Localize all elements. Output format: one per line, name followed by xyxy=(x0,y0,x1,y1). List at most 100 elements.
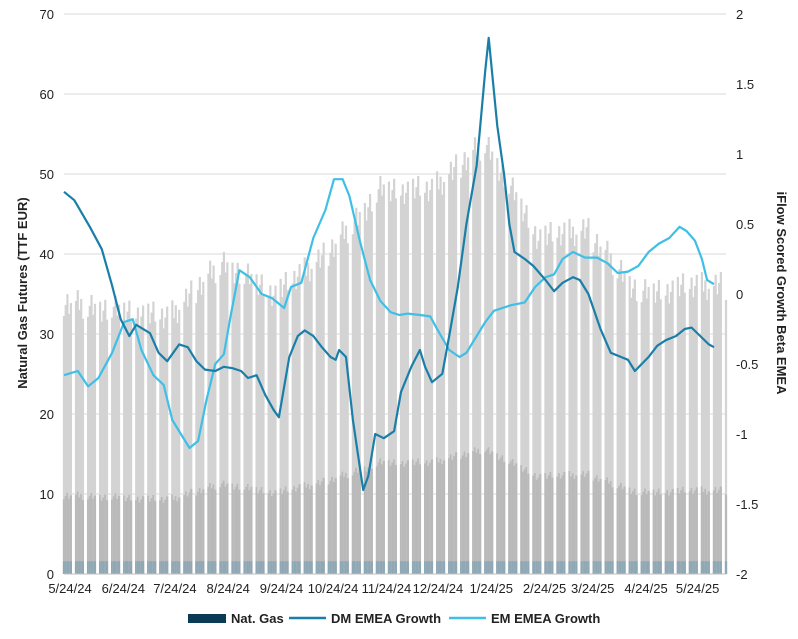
y-left-tick-label: 60 xyxy=(40,87,54,102)
dm-emea-growth-line xyxy=(63,36,715,492)
nat-gas-bar-base xyxy=(411,561,415,574)
nat-gas-bar-inner xyxy=(645,494,649,574)
nat-gas-bar-inner xyxy=(573,478,576,574)
nat-gas-bar-base xyxy=(148,561,152,574)
nat-gas-bar xyxy=(346,243,349,574)
nat-gas-bar-base xyxy=(356,561,360,574)
nat-gas-bar-inner xyxy=(668,495,671,574)
nat-gas-bar-inner xyxy=(284,486,287,574)
nat-gas-bar xyxy=(148,323,152,574)
nat-gas-bar-inner xyxy=(427,465,430,574)
nat-gas-bar-base xyxy=(322,561,325,574)
nat-gas-bar xyxy=(186,306,189,574)
nat-gas-bar-base xyxy=(652,561,655,574)
nat-gas-bar-inner xyxy=(368,463,372,574)
nat-gas-bar xyxy=(515,192,518,574)
nat-gas-bar xyxy=(90,294,93,574)
nat-gas-bar xyxy=(319,267,322,574)
nat-gas-bar xyxy=(618,269,621,574)
nat-gas-bar xyxy=(295,289,298,574)
nat-gas-bar xyxy=(382,184,385,574)
nat-gas-bar-base xyxy=(92,561,95,574)
nat-gas-bar xyxy=(532,234,535,574)
nat-gas-bar-base xyxy=(370,561,373,574)
nat-gas-bar-base xyxy=(246,561,250,574)
nat-gas-bar-inner xyxy=(702,492,705,574)
nat-gas-bar xyxy=(188,293,191,574)
nat-gas-bar-base xyxy=(423,561,427,574)
nat-gas-bar-base xyxy=(274,561,277,574)
nat-gas-bar-inner xyxy=(611,487,614,574)
nat-gas-bar xyxy=(573,246,576,574)
nat-gas-bar-base xyxy=(236,561,239,574)
nat-gas-bar xyxy=(690,277,693,574)
nat-gas-bar-base xyxy=(632,561,635,574)
nat-gas-bar-inner xyxy=(377,462,380,574)
nat-gas-bar-inner xyxy=(128,494,131,574)
nat-gas-bar xyxy=(418,195,422,574)
nat-gas-bar-inner xyxy=(451,459,454,574)
nat-gas-bar xyxy=(681,273,685,574)
nat-gas-bar-base xyxy=(515,561,518,574)
nat-gas-bar xyxy=(178,309,181,574)
nat-gas-bar xyxy=(243,283,246,574)
nat-gas-bar-base xyxy=(525,561,528,574)
nat-gas-bar xyxy=(104,299,107,574)
nat-gas-bar-base xyxy=(403,561,406,574)
nat-gas-bar xyxy=(332,256,336,574)
nat-gas-bar-inner xyxy=(317,479,320,574)
nat-gas-bar-base xyxy=(344,561,348,574)
nat-gas-bar-inner xyxy=(583,476,587,574)
nat-gas-bar-inner xyxy=(712,490,716,574)
nat-gas-bar-inner xyxy=(282,490,286,574)
nat-gas-bar xyxy=(197,290,200,574)
nat-gas-bar xyxy=(621,281,624,574)
nat-gas-bar-inner xyxy=(487,447,490,574)
nat-gas-bar xyxy=(172,318,176,574)
nat-gas-bar-base xyxy=(604,561,607,574)
nat-gas-bar xyxy=(138,327,141,574)
nat-gas-bar-inner xyxy=(332,482,336,574)
y-left-tick-label: 20 xyxy=(40,407,54,422)
nat-gas-bar-base xyxy=(382,561,385,574)
legend-label-nat-gas: Nat. Gas xyxy=(231,611,284,626)
nat-gas-bar xyxy=(298,264,301,574)
nat-gas-bar-inner xyxy=(463,451,466,574)
nat-gas-bar xyxy=(331,239,334,575)
nat-gas-bar-base xyxy=(332,561,336,574)
nat-gas-bar-base xyxy=(439,561,442,574)
nat-gas-bar xyxy=(262,295,265,574)
nat-gas-bar-inner xyxy=(207,486,210,574)
nat-gas-bar xyxy=(496,158,499,574)
nat-gas-bar-inner xyxy=(234,486,238,574)
nat-gas-bar-inner xyxy=(296,487,299,574)
legend: Nat. Gas DM EMEA Growth EM EMEA Growth xyxy=(188,611,600,626)
nat-gas-bar-inner xyxy=(439,458,442,574)
nat-gas-bar xyxy=(597,255,600,574)
nat-gas-bar-inner xyxy=(633,488,636,574)
nat-gas-bar xyxy=(308,281,311,574)
nat-gas-bar-inner xyxy=(214,489,217,574)
nat-gas-bar-inner xyxy=(403,466,406,574)
nat-gas-bar-inner xyxy=(537,477,540,574)
nat-gas-bar xyxy=(126,311,129,574)
nat-gas-bar xyxy=(293,270,296,574)
nat-gas-bar-base xyxy=(295,561,298,574)
nat-gas-bar xyxy=(234,273,238,574)
nat-gas-bar xyxy=(222,251,226,574)
nat-gas-bar xyxy=(511,177,514,574)
nat-gas-bar xyxy=(479,160,482,575)
nat-gas-bar-inner xyxy=(141,496,145,574)
nat-gas-bar-inner xyxy=(640,495,643,574)
nat-gas-bar-base xyxy=(128,561,131,574)
nat-gas-bar xyxy=(114,295,117,574)
nat-gas-bar-base xyxy=(308,561,311,574)
x-tick-label: 9/24/24 xyxy=(260,581,303,596)
nat-gas-bar-base xyxy=(162,561,165,574)
nat-gas-bar-inner xyxy=(224,486,227,574)
nat-gas-bar-base xyxy=(664,561,667,574)
nat-gas-bar xyxy=(587,218,590,574)
nat-gas-bar-base xyxy=(245,561,248,574)
nat-gas-bar-inner xyxy=(525,467,528,574)
nat-gas-bar-inner xyxy=(250,486,253,574)
